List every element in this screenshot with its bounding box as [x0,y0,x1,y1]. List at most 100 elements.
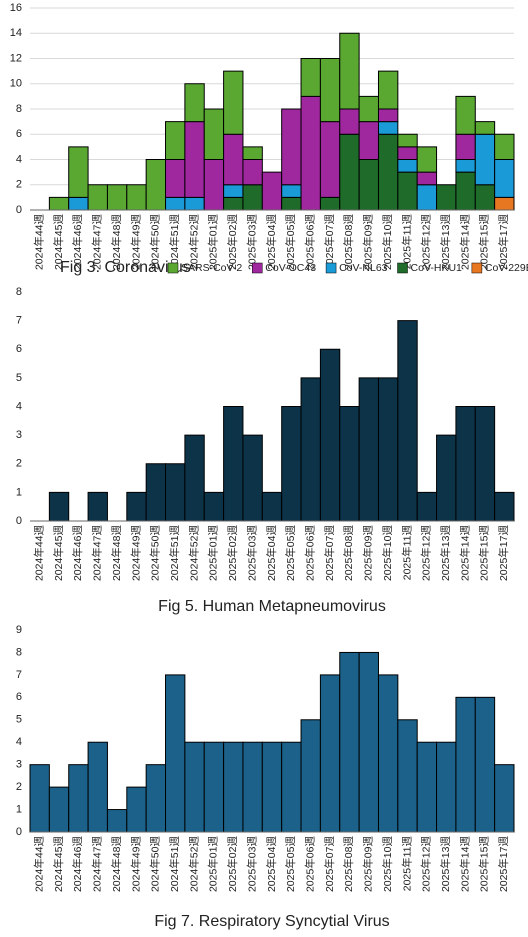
bar-segment [242,146,263,160]
x-tick-label: 2025年04週 [265,836,278,893]
y-tick-label: 0 [16,204,22,216]
legend-swatch [252,262,263,274]
bar-segment [48,196,70,211]
bar-segment [300,58,321,97]
x-tick-label: 2024年52週 [187,214,200,271]
y-tick-label: 3 [16,429,22,441]
bar-segment [184,83,205,123]
bar-segment [455,133,476,160]
x-tick-label: 2025年12週 [420,836,433,893]
bar [223,406,244,522]
x-tick-label: 2025年14週 [458,214,471,271]
bar [68,764,89,833]
legend-label: CoV-OC43 [265,262,316,274]
bar-segment [358,95,379,123]
x-tick-label: 2025年13週 [439,214,452,271]
y-tick-label: 12 [10,52,22,64]
chart-title: Fig 3. Coronavirus [60,259,191,276]
bar [455,696,476,833]
bar-segment [242,159,263,186]
x-tick-label: 2025年17週 [497,525,510,582]
bar [106,809,128,833]
bar-segment [281,184,302,198]
bar [339,651,360,833]
x-tick-label: 2025年05週 [284,214,297,271]
x-tick-label: 2025年05週 [284,525,297,582]
x-tick-label: 2025年14週 [458,525,471,582]
legend-swatch [325,262,337,274]
bar-segment [126,184,147,211]
x-tick-label: 2025年10週 [381,214,394,271]
bar [358,377,379,522]
bar-segment [358,121,379,160]
x-tick-label: 2025年08週 [342,836,355,893]
x-tick-label: 2025年08週 [342,525,355,582]
x-tick-label: 2025年01週 [207,525,220,582]
y-tick-label: 4 [16,736,22,748]
bar [145,463,167,522]
bar-segment [377,70,399,110]
bar-segment [397,171,418,211]
bar [494,764,515,833]
x-tick-label: 2025年01週 [207,836,220,893]
x-tick-label: 2025年06週 [304,525,317,582]
bar-segment [87,184,108,211]
x-tick-label: 2025年12週 [420,525,433,582]
bar-segment [106,184,128,211]
y-tick-label: 4 [16,400,22,412]
x-tick-label: 2025年10週 [381,525,394,582]
bar-segment [397,133,418,148]
x-tick-label: 2024年44週 [32,525,45,582]
x-tick-label: 2025年11週 [400,836,413,892]
bar [145,764,167,833]
y-tick-label: 9 [16,624,22,636]
bar-segment [184,121,205,198]
bar [300,377,321,522]
x-tick-label: 2025年07週 [323,214,336,271]
x-tick-label: 2024年48週 [110,836,123,893]
x-tick-label: 2025年17週 [497,836,510,893]
x-tick-label: 2025年04週 [265,525,278,582]
x-tick-label: 2024年51週 [168,525,181,582]
x-tick-label: 2024年47週 [91,525,104,582]
x-tick-label: 2024年45週 [52,214,65,271]
x-tick-label: 2025年17週 [497,214,510,271]
bar [48,786,70,833]
bar-segment [474,184,496,211]
bar-segment [203,108,225,160]
bar [474,696,496,833]
x-tick-label: 2025年02週 [226,525,239,582]
x-tick-label: 2024年50週 [149,836,162,893]
bar [319,348,341,522]
x-tick-label: 2024年50週 [149,525,162,582]
bar-segment [339,133,360,211]
bar-segment [165,159,186,198]
bar [300,719,321,833]
x-tick-label: 2025年01週 [207,214,220,271]
bar-segment [319,121,341,198]
bar [377,377,399,522]
x-tick-label: 2025年13週 [439,525,452,582]
x-tick-label: 2025年06週 [304,214,317,271]
bar [223,741,244,833]
y-tick-label: 7 [16,669,22,681]
x-tick-label: 2025年14週 [458,836,471,893]
bar-segment [397,159,418,173]
bar [397,320,418,522]
bar-segment [455,159,476,173]
x-tick-label: 2025年02週 [226,836,239,893]
bar [126,786,147,833]
bar-segment [223,70,244,135]
y-tick-label: 6 [16,691,22,703]
bar-segment [261,171,283,211]
bar [436,434,457,522]
bar-segment [145,159,167,211]
legend-label: SARS-CoV-2 [181,262,242,274]
x-tick-label: 2025年03週 [245,214,258,271]
x-tick-label: 2025年13週 [439,836,452,893]
x-tick-label: 2024年49週 [129,836,142,893]
bar-segment [494,196,515,211]
bar-segment [436,184,457,211]
legend-label: CoV-229E [485,262,528,274]
